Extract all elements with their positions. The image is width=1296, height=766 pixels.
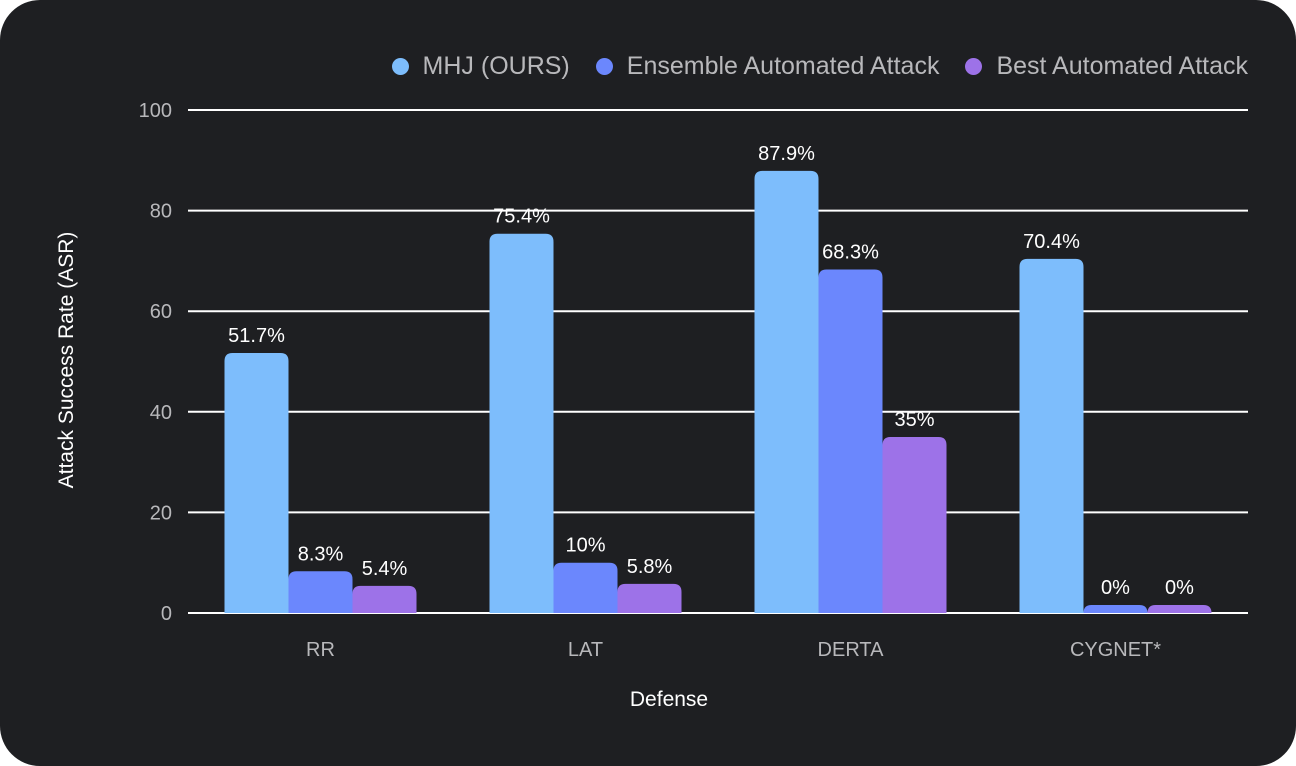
x-axis-title: Defense <box>630 688 708 711</box>
legend-dot-icon <box>965 58 983 75</box>
x-tick-label: RR <box>306 639 335 661</box>
y-tick-label: 40 <box>150 402 172 424</box>
data-label: 70.4% <box>1023 231 1080 253</box>
bar[interactable] <box>224 352 289 613</box>
y-tick-label: 80 <box>150 201 172 223</box>
y-tick-label: 100 <box>139 100 172 122</box>
x-tick-label: CYGNET* <box>1070 639 1161 661</box>
x-tick-label: DERTA <box>818 639 885 661</box>
legend-dot-icon <box>391 58 409 75</box>
data-label: 68.3% <box>822 241 879 263</box>
legend-label: Ensemble Automated Attack <box>626 52 940 80</box>
x-tick-label: LAT <box>568 639 603 661</box>
bar[interactable] <box>489 233 554 613</box>
data-label: 10% <box>565 535 605 557</box>
bar[interactable] <box>1019 258 1084 613</box>
data-label: 75.4% <box>493 206 550 228</box>
legend-label: Best Automated Attack <box>996 52 1248 80</box>
bar[interactable] <box>818 269 883 613</box>
y-axis-title: Attack Success Rate (ASR) <box>55 232 78 489</box>
legend-item-best[interactable]: Best Automated Attack <box>965 52 1248 81</box>
bar[interactable] <box>352 585 417 613</box>
y-tick-label: 60 <box>150 301 172 323</box>
legend-label: MHJ (OURS) <box>422 52 570 80</box>
legend-dot-icon <box>595 58 613 75</box>
bar[interactable] <box>754 170 819 613</box>
bar[interactable] <box>617 583 682 613</box>
legend: MHJ (OURS) Ensemble Automated Attack Bes… <box>391 52 1248 81</box>
data-label: 5.8% <box>627 556 673 578</box>
data-label: 87.9% <box>758 143 815 165</box>
bar[interactable] <box>1083 605 1148 613</box>
data-label: 8.3% <box>298 543 344 565</box>
data-label: 0% <box>1165 577 1194 599</box>
y-tick-label: 0 <box>161 603 172 625</box>
bar[interactable] <box>553 562 618 613</box>
y-tick-label: 20 <box>150 502 172 524</box>
bar[interactable] <box>288 571 353 613</box>
data-label: 35% <box>894 409 934 431</box>
legend-item-mhj[interactable]: MHJ (OURS) <box>391 52 570 81</box>
bar[interactable] <box>882 436 947 613</box>
data-label: 51.7% <box>228 325 285 347</box>
data-label: 5.4% <box>362 558 408 580</box>
data-label: 0% <box>1101 577 1130 599</box>
bar[interactable] <box>1147 605 1212 613</box>
legend-item-ensemble[interactable]: Ensemble Automated Attack <box>595 52 940 81</box>
